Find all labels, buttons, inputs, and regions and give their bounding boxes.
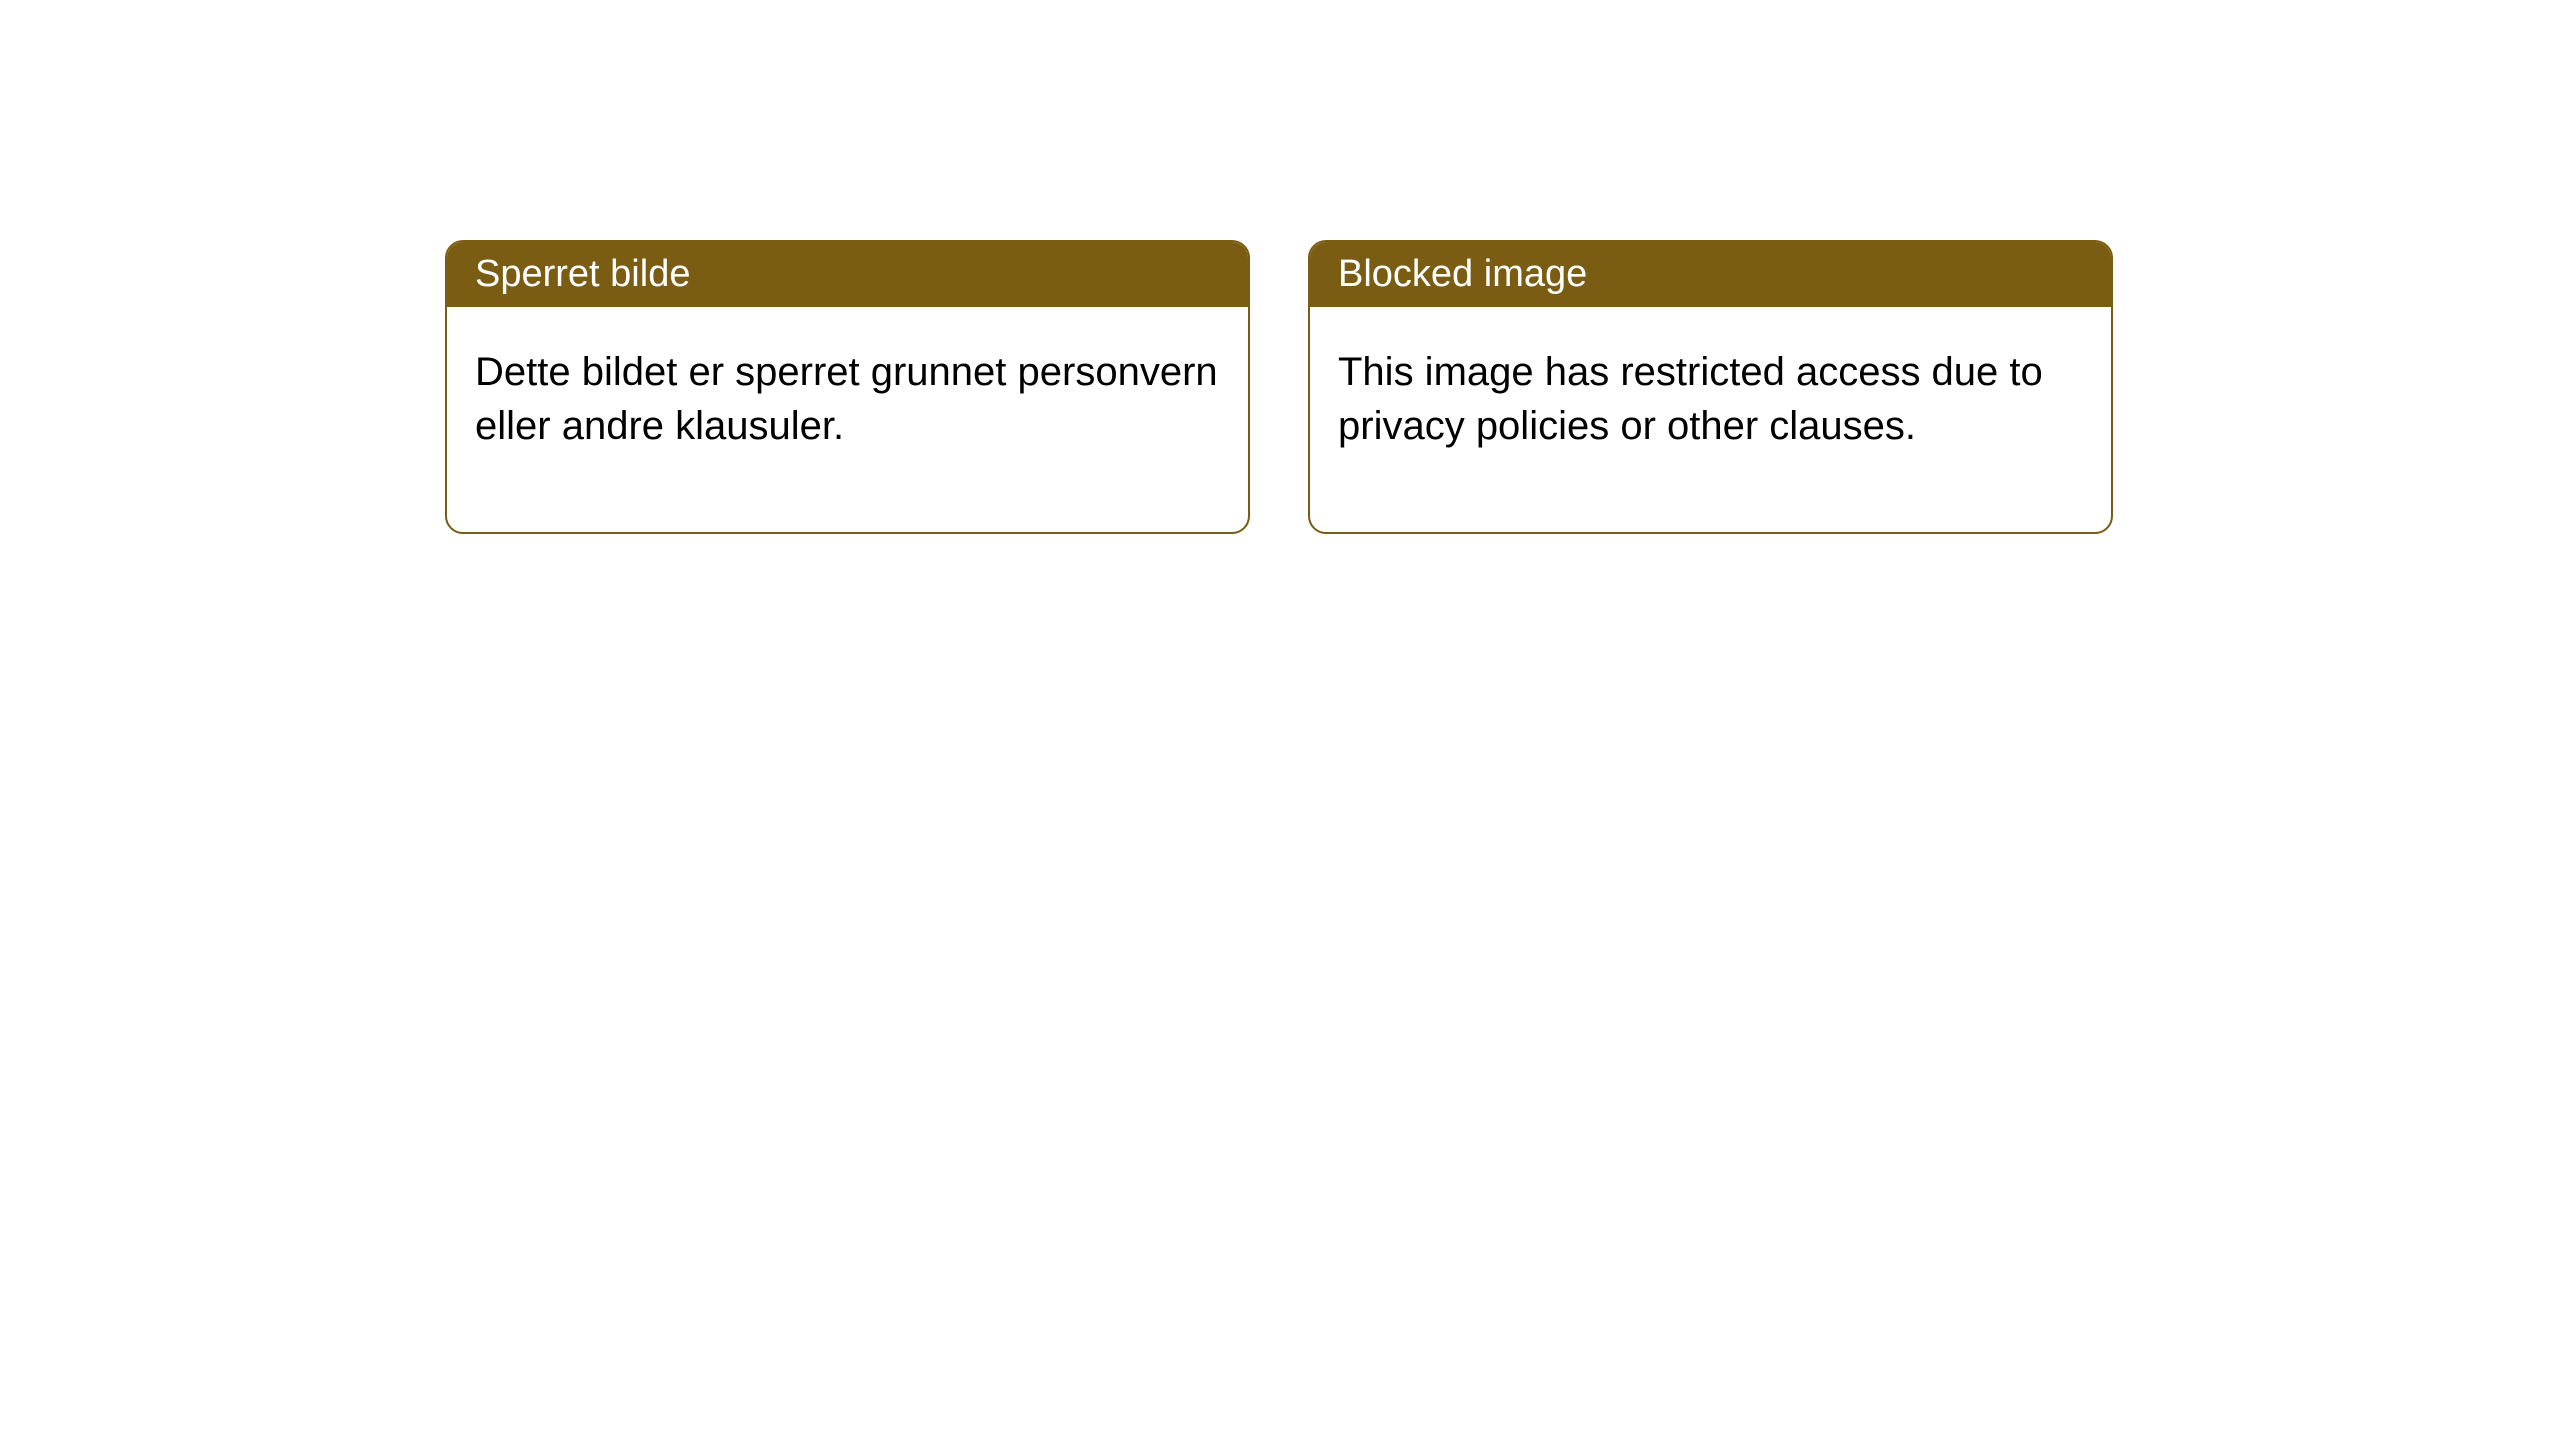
card-message-no: Dette bildet er sperret grunnet personve… [475,350,1218,448]
card-header-en: Blocked image [1310,242,2111,307]
cards-container: Sperret bilde Dette bildet er sperret gr… [445,240,2113,534]
card-message-en: This image has restricted access due to … [1338,350,2043,448]
card-body-no: Dette bildet er sperret grunnet personve… [447,307,1248,532]
card-title-en: Blocked image [1338,253,1587,295]
card-header-no: Sperret bilde [447,242,1248,307]
blocked-image-card-no: Sperret bilde Dette bildet er sperret gr… [445,240,1250,534]
blocked-image-card-en: Blocked image This image has restricted … [1308,240,2113,534]
card-title-no: Sperret bilde [475,253,690,295]
card-body-en: This image has restricted access due to … [1310,307,2111,532]
